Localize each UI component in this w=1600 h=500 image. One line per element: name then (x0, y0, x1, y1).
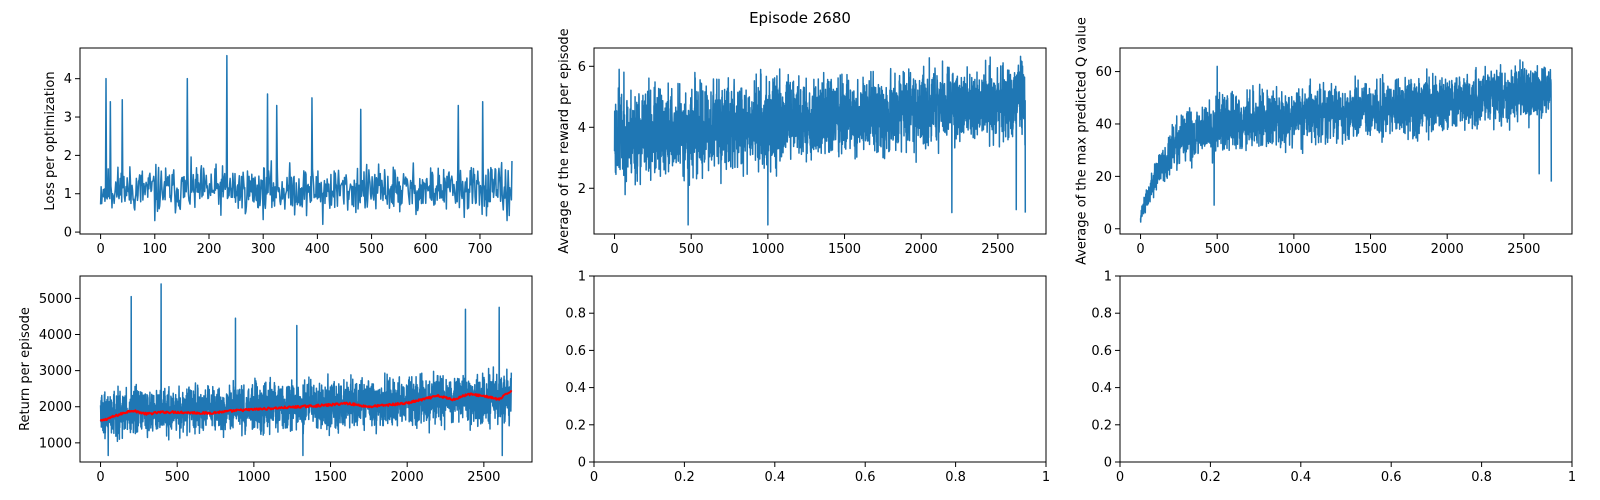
x-tick-label: 0.8 (945, 470, 966, 485)
x-tick-label: 0.4 (1290, 470, 1311, 485)
subplot-empty-2: 0 0.2 0.4 0.6 0.8 1 0 0.2 0.4 0.6 0.8 1 (1091, 270, 1576, 486)
x-tick-label: 1000 (751, 242, 784, 257)
y-tick-label: 4 (578, 121, 586, 136)
x-tick-label: 500 (1205, 242, 1230, 257)
x-tick-label: 200 (197, 242, 222, 257)
y-tick-label: 4000 (39, 328, 72, 343)
y-tick-label: 0.8 (1091, 307, 1112, 322)
x-tick-label: 2000 (905, 242, 938, 257)
y-tick-label: 0 (1104, 456, 1112, 471)
axes-frame (593, 275, 1047, 463)
plot-area (1139, 59, 1553, 223)
x-tick-label: 0.2 (674, 470, 695, 485)
x-tick-label: 0 (96, 242, 104, 257)
axes-spines (593, 275, 1047, 463)
x-tick-label: 0.4 (764, 470, 785, 485)
y-tick-label: 2000 (39, 400, 72, 415)
plot-area (99, 54, 513, 226)
subplot-empty-1: 0 0.2 0.4 0.6 0.8 1 0 0.2 0.4 0.6 0.8 1 (565, 270, 1050, 486)
axes-frame (79, 275, 533, 463)
y-tick-label: 0 (64, 226, 72, 241)
y-tick-label: 0.4 (565, 381, 586, 396)
y-tick-label: 40 (1095, 117, 1112, 132)
x-tick-label: 1 (1042, 470, 1050, 485)
x-tick-label: 600 (413, 242, 438, 257)
y-tick-label: 2 (578, 182, 586, 197)
series-line (1139, 59, 1553, 223)
subplot-max-q: 0 500 1000 1500 2000 2500 0 20 40 60 Average of th… (1075, 17, 1573, 265)
x-tick-label: 2500 (1507, 242, 1540, 257)
y-tick-label: 0 (1104, 222, 1112, 237)
axes-spines (1119, 47, 1573, 235)
x-tick-label: 1000 (237, 470, 270, 485)
x-tick-label: 0 (1116, 470, 1124, 485)
y-tick-label: 4 (64, 72, 72, 87)
subplot-loss: 0 100 200 300 400 500 600 700 0 1 2 3 4 Loss per opti… (43, 47, 533, 257)
plot-area (99, 283, 513, 457)
y-tick-label: 6 (578, 60, 586, 75)
figure-suptitle: Episode 2680 (749, 9, 851, 27)
x-tick-label: 1500 (828, 242, 861, 257)
y-tick-label: 1 (64, 187, 72, 202)
x-tick-label: 2000 (391, 470, 424, 485)
x-tick-label: 0.8 (1471, 470, 1492, 485)
x-tick-label: 1 (1568, 470, 1576, 485)
x-tick-label: 700 (468, 242, 493, 257)
y-tick-label: 0.2 (1091, 418, 1112, 433)
series-line (613, 55, 1027, 226)
subplot-avg-reward: 0 500 1000 1500 2000 2500 2 4 6 Average of the re… (557, 28, 1047, 257)
x-tick-label: 1500 (1354, 242, 1387, 257)
y-axis-label: Average of the reward per episode (557, 28, 572, 253)
y-tick-label: 1 (1104, 270, 1112, 285)
y-tick-label: 1 (578, 270, 586, 285)
x-tick-label: 500 (165, 470, 190, 485)
y-axis-label: Average of the max predicted Q value (1075, 17, 1090, 265)
x-tick-label: 2500 (467, 470, 500, 485)
x-tick-label: 0 (610, 242, 618, 257)
x-tick-label: 0.2 (1200, 470, 1221, 485)
y-tick-label: 0.4 (1091, 381, 1112, 396)
y-tick-label: 0.6 (565, 344, 586, 359)
y-tick-label: 0.2 (565, 418, 586, 433)
x-tick-label: 100 (142, 242, 167, 257)
y-tick-label: 20 (1095, 170, 1112, 185)
x-tick-label: 300 (251, 242, 276, 257)
x-tick-label: 0 (590, 470, 598, 485)
axes-spines (1119, 275, 1573, 463)
x-tick-label: 0 (1136, 242, 1144, 257)
axes-spines (593, 47, 1047, 235)
plot-area (613, 55, 1027, 226)
y-axis-label: Return per episode (18, 307, 33, 431)
x-tick-label: 1000 (1277, 242, 1310, 257)
x-tick-label: 0 (96, 470, 104, 485)
axes-spines (79, 47, 533, 235)
x-tick-label: 400 (305, 242, 330, 257)
x-tick-label: 0.6 (1381, 470, 1402, 485)
y-tick-label: 60 (1095, 65, 1112, 80)
moving-average-line (99, 389, 513, 422)
y-tick-label: 0 (578, 456, 586, 471)
x-tick-label: 500 (679, 242, 704, 257)
y-axis-label: Loss per optimization (43, 71, 58, 210)
axes-spines (79, 275, 533, 463)
axes-frame (1119, 275, 1573, 463)
y-tick-label: 1000 (39, 436, 72, 451)
subplot-return: 0 500 1000 1500 2000 2500 1000 2000 3000 4000 5000… (18, 275, 533, 485)
y-tick-label: 0.8 (565, 307, 586, 322)
x-tick-label: 2500 (981, 242, 1014, 257)
x-tick-label: 2000 (1431, 242, 1464, 257)
y-tick-label: 2 (64, 149, 72, 164)
series-line (99, 54, 513, 226)
y-tick-label: 0.6 (1091, 344, 1112, 359)
y-tick-label: 3 (64, 111, 72, 126)
x-tick-label: 0.6 (855, 470, 876, 485)
x-tick-label: 500 (359, 242, 384, 257)
y-tick-label: 5000 (39, 292, 72, 307)
x-tick-label: 1500 (314, 470, 347, 485)
y-tick-label: 3000 (39, 364, 72, 379)
